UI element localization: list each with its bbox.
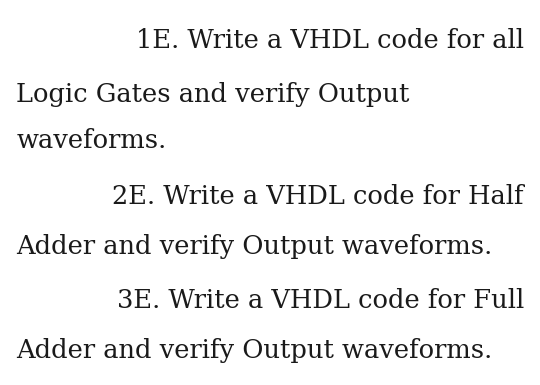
Text: waveforms.: waveforms. bbox=[16, 128, 166, 153]
Text: Adder and verify Output waveforms.: Adder and verify Output waveforms. bbox=[16, 338, 492, 363]
Text: 1E. Write a VHDL code for all: 1E. Write a VHDL code for all bbox=[136, 28, 524, 53]
Text: 2E. Write a VHDL code for Half: 2E. Write a VHDL code for Half bbox=[112, 184, 524, 209]
Text: Logic Gates and verify Output: Logic Gates and verify Output bbox=[16, 82, 409, 107]
Text: Adder and verify Output waveforms.: Adder and verify Output waveforms. bbox=[16, 234, 492, 259]
Text: 3E. Write a VHDL code for Full: 3E. Write a VHDL code for Full bbox=[117, 288, 524, 313]
